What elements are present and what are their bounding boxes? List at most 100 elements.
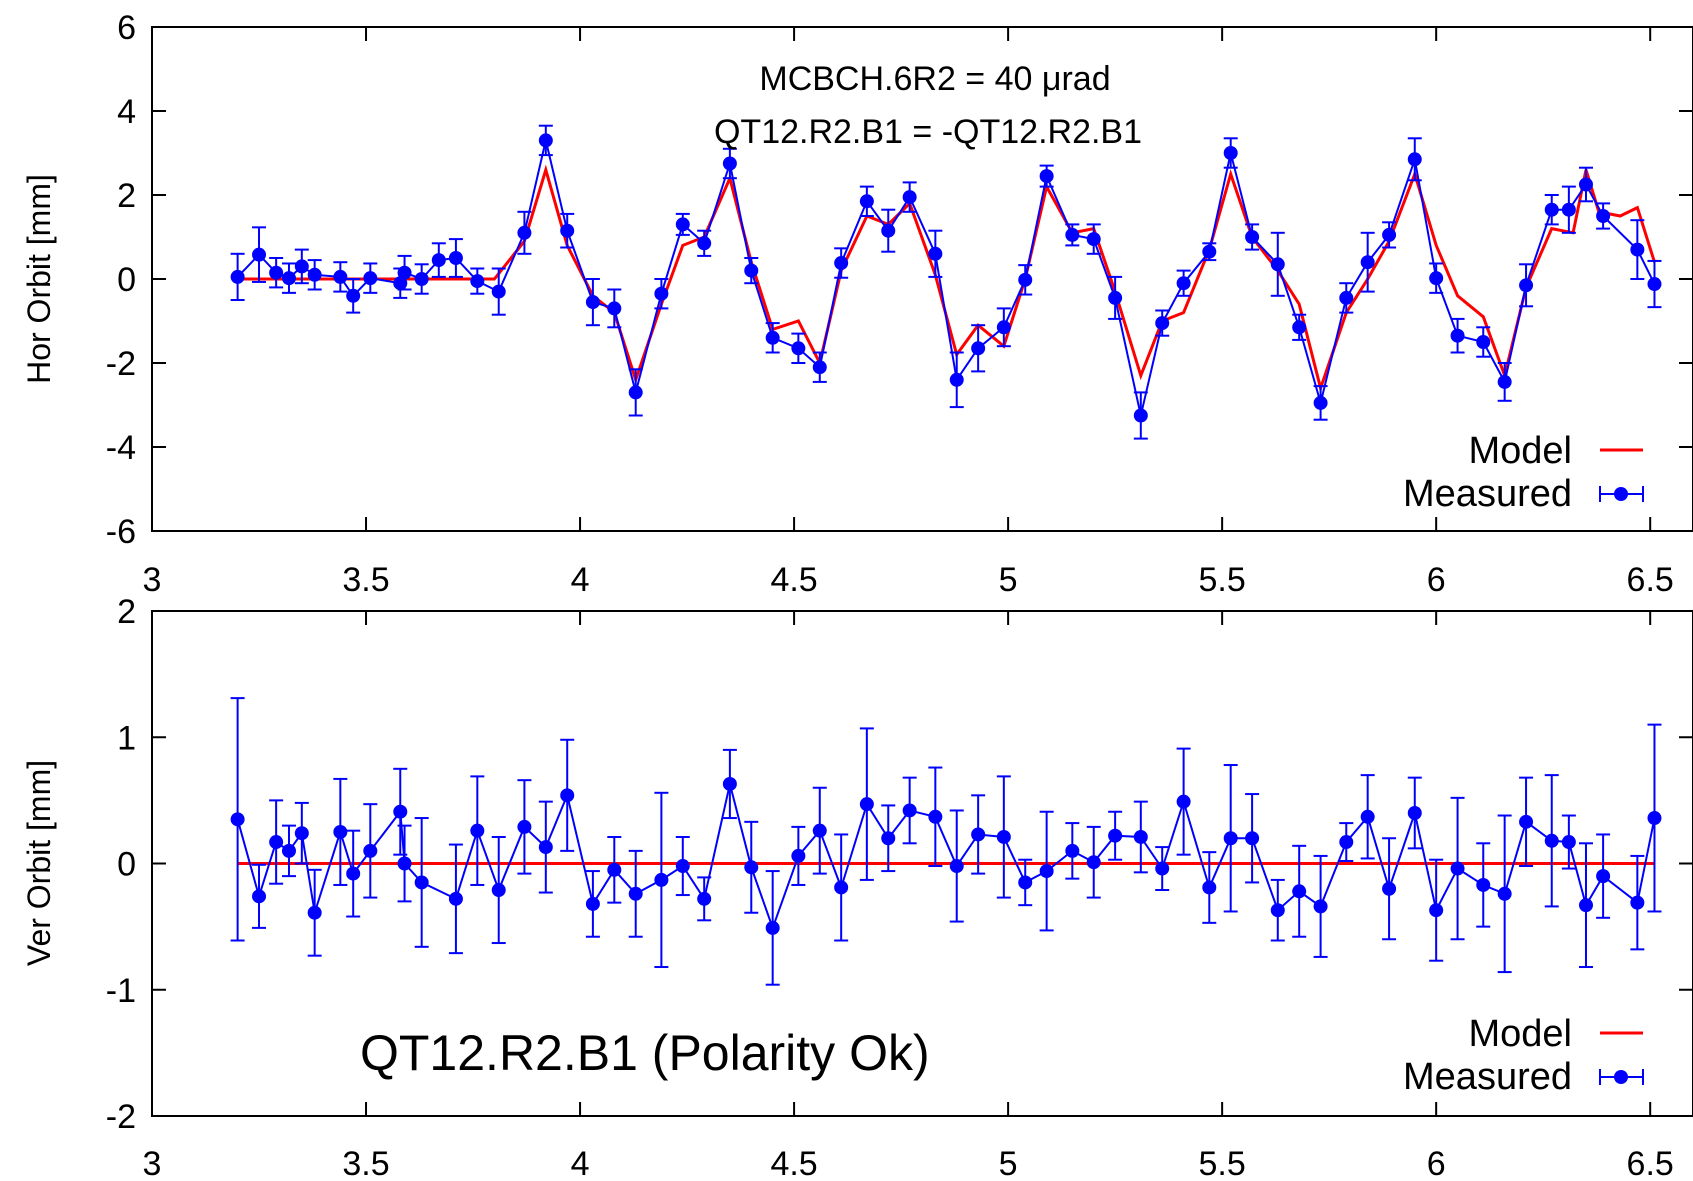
- data-point: [1578, 898, 1593, 913]
- data-point: [628, 385, 643, 400]
- data-point: [628, 886, 643, 901]
- legend-label-measured: Measured: [1403, 1056, 1572, 1098]
- data-point: [333, 824, 348, 839]
- legend-swatch-measured: [1599, 486, 1644, 502]
- data-point: [1270, 257, 1285, 272]
- x-tick-label: 3.5: [342, 561, 389, 599]
- x-tick-label: 4: [571, 561, 590, 599]
- data-point: [834, 880, 849, 895]
- data-point: [1292, 884, 1307, 899]
- data-point: [1176, 794, 1191, 809]
- data-point: [654, 286, 669, 301]
- x-tick-label: 6.5: [1627, 1145, 1674, 1181]
- data-point: [538, 840, 553, 855]
- data-point: [517, 819, 532, 834]
- y-tick-label: -2: [106, 345, 136, 383]
- data-point: [902, 190, 917, 205]
- data-point: [1108, 290, 1123, 305]
- x-tick-label: 6: [1427, 561, 1446, 599]
- data-point: [1245, 831, 1260, 846]
- x-tick-label: 5: [999, 561, 1018, 599]
- data-point: [1497, 886, 1512, 901]
- data-point: [859, 797, 874, 812]
- y-tick-label: 4: [117, 93, 136, 131]
- data-point: [1360, 255, 1375, 270]
- data-point: [431, 253, 446, 268]
- data-point: [949, 859, 964, 874]
- data-point: [269, 835, 284, 850]
- data-point: [722, 776, 737, 791]
- data-point: [1561, 835, 1576, 850]
- data-point: [1108, 828, 1123, 843]
- data-point: [1270, 903, 1285, 918]
- data-point: [517, 225, 532, 240]
- data-point: [393, 804, 408, 819]
- data-point: [1018, 272, 1033, 287]
- data-point: [1202, 880, 1217, 895]
- axis-ticks: 3 3.5 4 4.5 5 5.5 6 6.5 -6 -4 -2 0 2 4 6: [106, 9, 1693, 599]
- data-point: [1223, 146, 1238, 160]
- data-point: [414, 272, 429, 286]
- y-tick-label: 2: [117, 593, 136, 631]
- y-tick-label: 1: [117, 719, 136, 757]
- data-point: [1407, 806, 1422, 820]
- data-point: [1544, 833, 1559, 848]
- data-point: [1578, 177, 1593, 192]
- data-point: [252, 247, 267, 262]
- data-point: [252, 889, 267, 904]
- data-point: [1018, 875, 1033, 890]
- data-point: [902, 803, 917, 818]
- data-point: [1155, 316, 1170, 331]
- annotation-quad: QT12.R2.B1 = -QT12.R2.B1: [714, 113, 1142, 151]
- data-point: [363, 271, 378, 286]
- data-point: [791, 341, 806, 356]
- data-point: [1133, 829, 1148, 844]
- y-tick-label: 0: [117, 261, 136, 299]
- data-point: [1086, 855, 1101, 870]
- data-point: [1407, 152, 1422, 167]
- data-point: [281, 843, 296, 858]
- data-point: [307, 267, 322, 282]
- data-point: [491, 284, 506, 299]
- data-point: [949, 372, 964, 387]
- data-point: [269, 265, 284, 280]
- data-point: [1313, 395, 1328, 410]
- data-point: [1133, 408, 1148, 423]
- data-point: [1313, 899, 1328, 914]
- data-point: [294, 259, 309, 274]
- data-point: [346, 866, 361, 881]
- data-point: [607, 862, 622, 877]
- data-point: [1450, 861, 1465, 876]
- x-tick-label: 3: [143, 561, 162, 599]
- data-point: [346, 288, 361, 303]
- data-point: [1647, 277, 1662, 292]
- data-point: [1450, 328, 1465, 343]
- data-point: [1339, 290, 1354, 305]
- data-point: [928, 246, 943, 261]
- legend-label-model: Model: [1469, 1013, 1573, 1055]
- data-point: [1596, 869, 1611, 884]
- x-tick-label: 5.5: [1199, 1145, 1246, 1181]
- data-point: [996, 829, 1011, 844]
- data-point: [607, 301, 622, 316]
- data-point: [560, 788, 575, 803]
- axis-ticks: 3 3.5 4 4.5 5 5.5 6 6.5 -2 -1 0 1 2: [106, 593, 1693, 1181]
- data-point: [1360, 809, 1375, 824]
- annotation-polarity: QT12.R2.B1 (Polarity Ok): [360, 1025, 930, 1081]
- x-tick-label: 3.5: [342, 1145, 389, 1181]
- data-point: [414, 875, 429, 890]
- data-point: [1065, 227, 1080, 242]
- data-point: [307, 905, 322, 920]
- data-point: [1339, 835, 1354, 850]
- data-point: [1039, 864, 1054, 879]
- data-point: [675, 859, 690, 874]
- data-point: [675, 217, 690, 232]
- annotation-kick: MCBCH.6R2 = 40 μrad: [759, 60, 1110, 98]
- x-tick-label: 3: [143, 1145, 162, 1181]
- data-point: [397, 265, 412, 280]
- y-tick-label: -4: [106, 429, 136, 467]
- x-tick-label: 5: [999, 1145, 1018, 1181]
- data-point: [1382, 227, 1397, 242]
- y-axis-label: Ver Orbit [mm]: [21, 760, 57, 966]
